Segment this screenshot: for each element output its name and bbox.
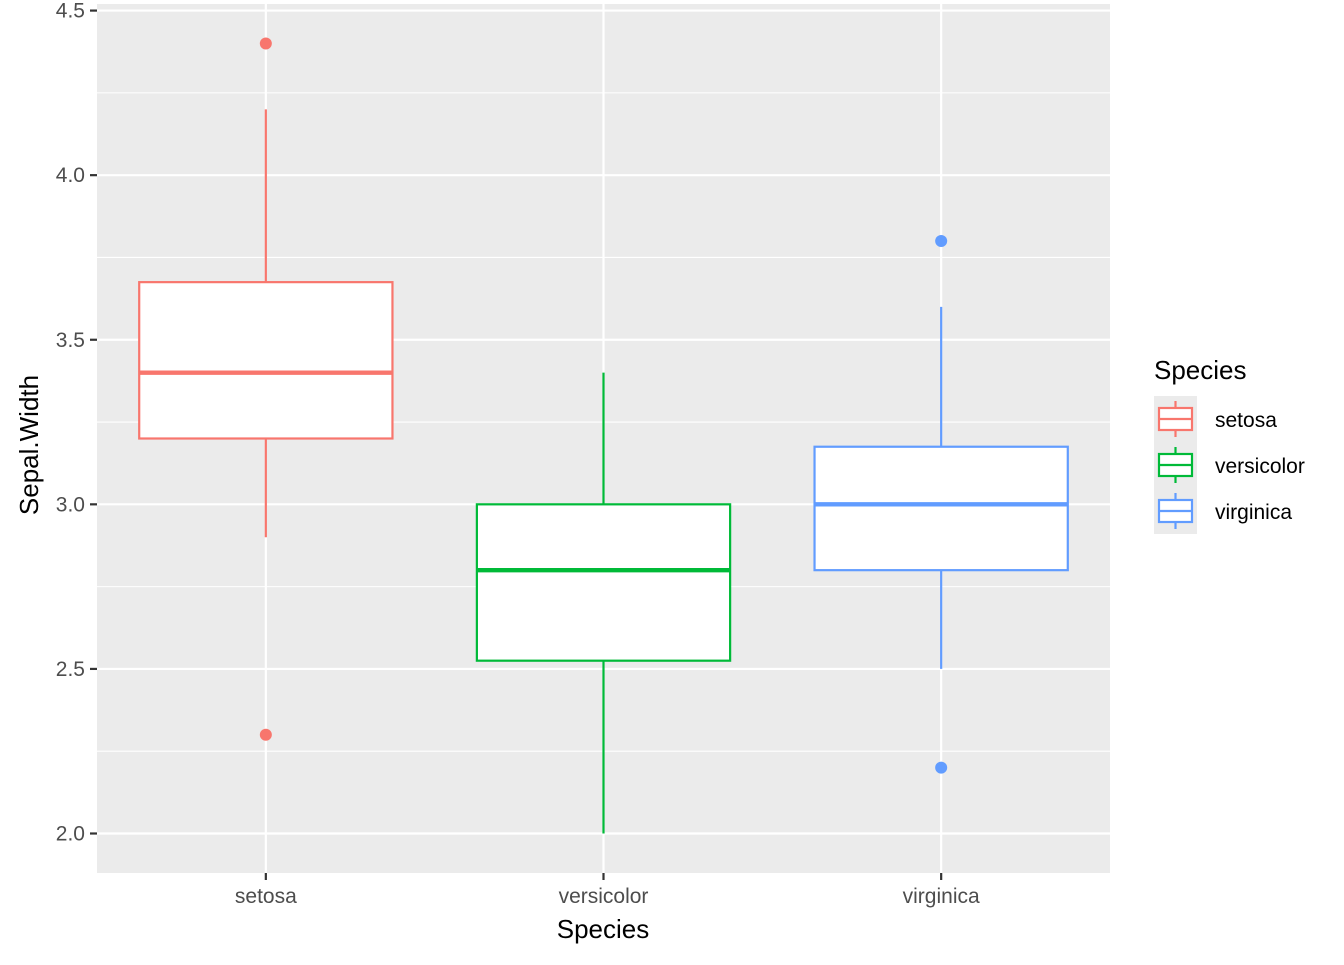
outlier-point	[935, 235, 948, 247]
legend-label: virginica	[1215, 501, 1292, 524]
y-axis-title: Sepal.Width	[14, 375, 44, 515]
y-tick-label: 3.0	[56, 493, 85, 516]
legend: Species setosa versicolor virginica	[1154, 355, 1305, 534]
legend-label: versicolor	[1215, 455, 1305, 478]
legend-item-virginica: virginica	[1154, 488, 1292, 534]
y-tick-label: 2.0	[56, 823, 85, 846]
legend-item-versicolor: versicolor	[1154, 442, 1305, 488]
outlier-point	[935, 761, 948, 774]
outlier-point	[259, 728, 272, 741]
y-tick-label: 2.5	[56, 658, 85, 681]
x-tick-label: setosa	[235, 885, 297, 908]
legend-title: Species	[1154, 355, 1247, 385]
iqr-box	[138, 281, 394, 440]
y-tick-label: 4.0	[56, 164, 85, 187]
iqr-box	[813, 445, 1069, 572]
iqr-box	[475, 503, 732, 662]
y-tick-label: 4.5	[56, 0, 85, 23]
y-tick-label: 3.5	[56, 329, 85, 352]
legend-label: setosa	[1215, 409, 1277, 432]
x-axis-title: Species	[557, 914, 650, 944]
outlier-point	[259, 37, 272, 50]
box-virginica	[813, 235, 1069, 774]
legend-item-setosa: setosa	[1154, 396, 1277, 442]
x-tick-label: versicolor	[559, 885, 649, 908]
x-tick-label: virginica	[903, 885, 980, 908]
box-versicolor	[475, 372, 732, 834]
box-setosa	[138, 37, 394, 741]
